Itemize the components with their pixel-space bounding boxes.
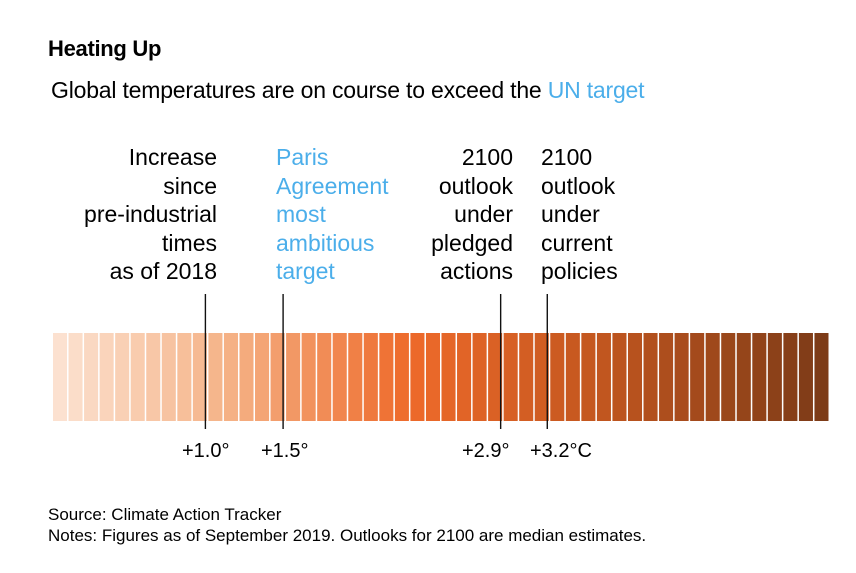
temperature-stripe [255,333,270,421]
annotation-line: since [163,172,217,199]
annotation-pledged-actions: 2100 outlook under pledged actions [431,143,513,286]
annotation-line: pledged [431,229,513,256]
temperature-stripe [286,333,301,421]
tick-label-3-2: +3.2°C [530,440,592,462]
annotation-line: 2100 [541,144,593,170]
footer: Source: Climate Action Tracker Notes: Fi… [48,504,646,546]
marker-lines-group [204,294,548,429]
temperature-stripe [441,333,456,421]
temperature-stripe [177,333,192,421]
temperature-stripe [425,333,440,421]
temperature-stripe [332,333,347,421]
chart-title: Heating Up [48,36,162,61]
temperature-stripe [627,333,643,421]
temperature-stripe [317,333,332,421]
temperature-stripe [130,333,145,421]
annotation-line: Increase [128,144,217,170]
annotation-line: actions [440,258,513,285]
temperature-stripe [612,333,627,421]
temperature-stripe [690,333,705,421]
temperature-stripe [783,333,798,421]
temperature-stripe [752,333,767,421]
annotation-line: under [541,201,600,228]
temperature-stripe [223,333,238,421]
temperature-stripe [192,333,207,421]
annotation-line: most [276,201,326,228]
annotation-line: under [454,201,513,228]
temperature-stripe [503,333,518,421]
tick-label-1-5: +1.5° [261,440,309,462]
temperature-stripe [84,333,99,421]
tick-label-1-0: +1.0° [182,440,230,462]
temperature-stripe [472,333,487,421]
temperature-stripe [348,333,363,421]
temperature-stripe [161,333,176,421]
temperature-stripe [270,333,285,421]
annotation-line: current [541,229,613,256]
temperature-stripe [596,333,611,421]
source-text: Source: Climate Action Tracker [48,505,282,524]
temperature-stripe [519,333,534,421]
temperature-stripe [457,333,472,421]
temperature-stripe [394,333,409,421]
temperature-stripe [115,333,130,421]
subtitle-text: Global temperatures are on course to exc… [51,77,548,103]
temperature-stripe [674,333,689,421]
temperature-stripe [581,333,596,421]
annotation-line: ambitious [276,229,375,256]
temperature-stripe [488,333,503,421]
annotation-line: target [276,258,335,285]
temperature-stripe [146,333,161,421]
annotation-line: policies [541,258,618,285]
annotation-paris-target: Paris Agreement most ambitious target [276,143,389,286]
temperature-stripe [767,333,782,421]
temperature-stripe [550,333,565,421]
temperature-stripe [721,333,736,421]
annotation-current-policies: 2100 outlook under current policies [541,143,618,286]
chart-subtitle: Global temperatures are on course to exc… [51,77,645,104]
temperature-stripe [379,333,394,421]
temperature-stripe [798,333,813,421]
temperature-stripe [239,333,254,421]
temperature-stripe [53,333,68,421]
temperature-stripe [643,333,658,421]
temperature-stripe [736,333,751,421]
tick-label-2-9: +2.9° [462,440,510,462]
temperature-stripe [363,333,378,421]
temperature-stripe [301,333,316,421]
temperature-stripe [705,333,720,421]
annotation-line: outlook [541,172,616,199]
annotation-line: pre-industrial [84,201,217,228]
stripes-group [53,333,829,421]
annotation-current-increase: Increase since pre-industrial times as o… [84,143,217,286]
annotation-line: outlook [438,172,513,199]
subtitle-accent-link: UN target [547,77,645,103]
annotation-line: Agreement [276,172,389,199]
temperature-stripe [659,333,674,421]
notes-text: Notes: Figures as of September 2019. Out… [48,526,647,545]
annotation-line: as of 2018 [109,258,217,285]
temperature-stripe [534,333,549,421]
annotation-line: 2100 [461,144,513,170]
temperature-stripe [68,333,83,421]
temperature-stripe [99,333,114,421]
temperature-stripe [814,333,829,421]
temperature-stripe [410,333,425,421]
temperature-stripe [208,333,223,421]
temperature-stripe [565,333,580,421]
annotation-line: times [162,229,217,256]
annotation-line: Paris [276,144,329,170]
